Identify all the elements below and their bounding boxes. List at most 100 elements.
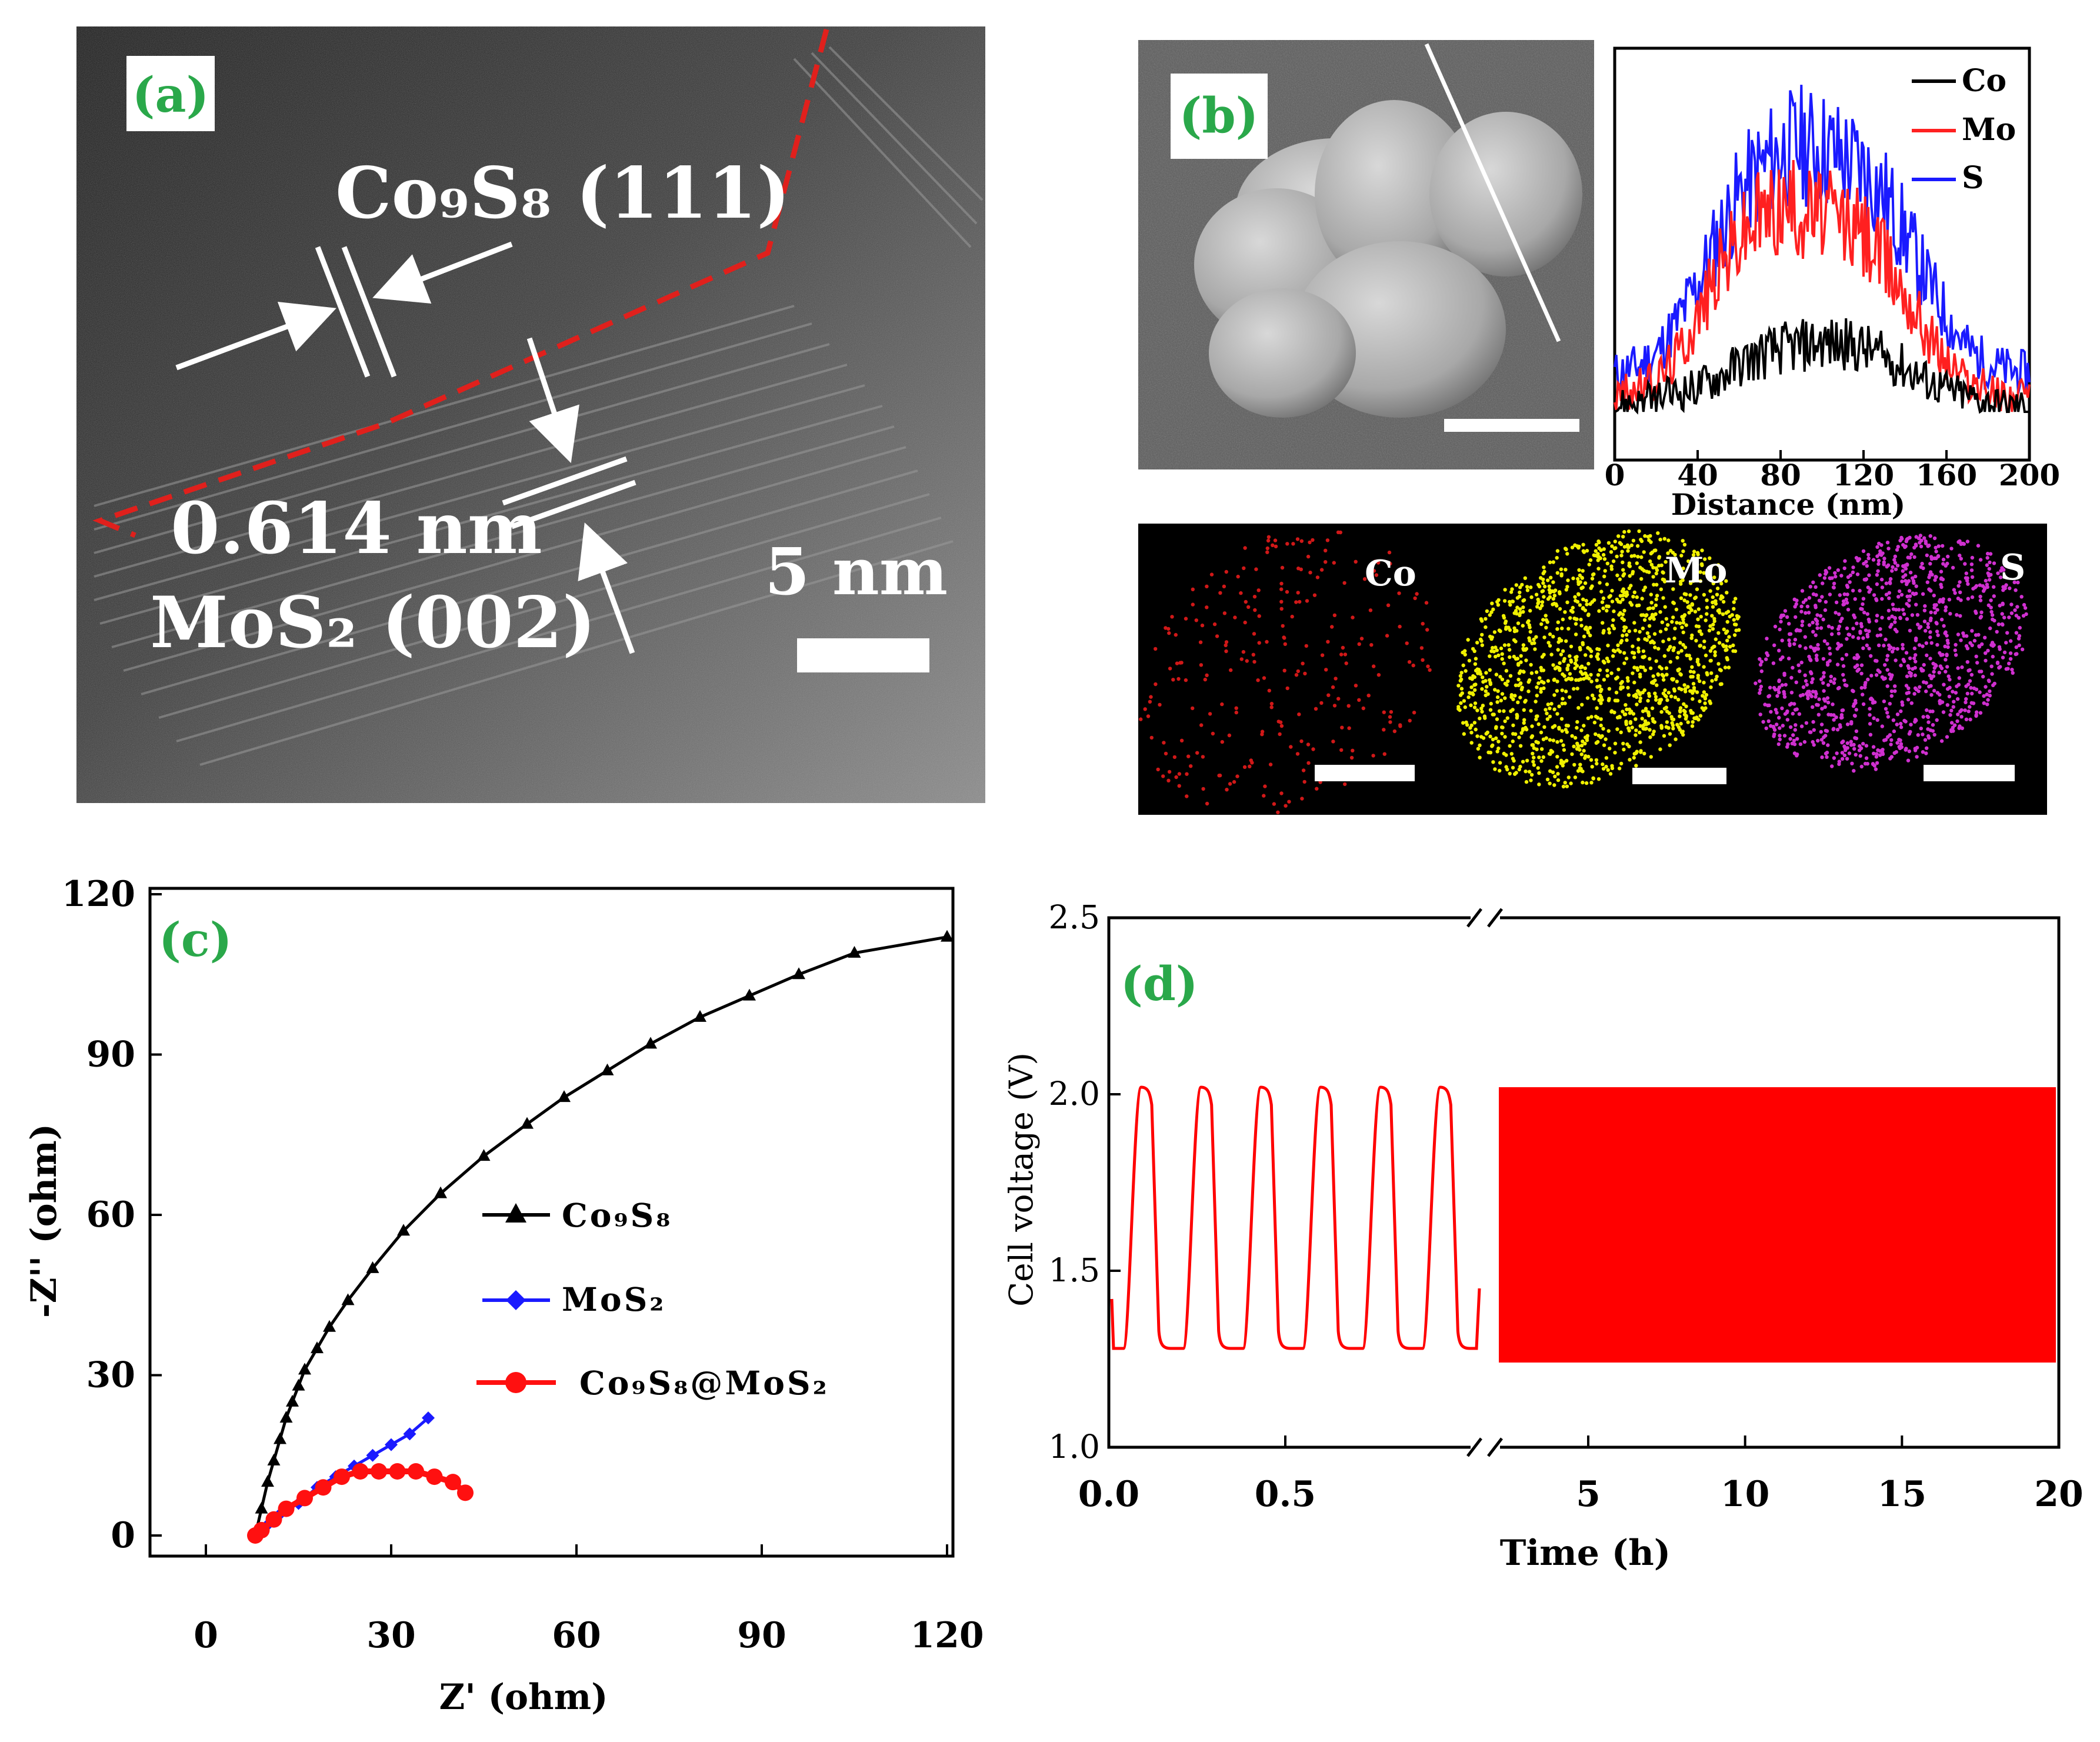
map-dot (1648, 735, 1652, 740)
map-dot (1880, 585, 1885, 589)
map-dot (1936, 544, 1941, 548)
map-dot (1875, 659, 1879, 663)
map-dot (1805, 692, 1809, 696)
map-dot (1521, 760, 1525, 764)
map-dot (1526, 689, 1531, 694)
map-dot (1851, 688, 1855, 693)
map-dot (1493, 688, 1497, 692)
map-dot (1252, 660, 1256, 664)
map-dot (1935, 629, 1939, 634)
map-dot (1549, 652, 1554, 657)
map-dot (1605, 674, 1609, 678)
map-dot (1631, 595, 1635, 599)
map-dot (1940, 700, 1945, 704)
map-dot (1489, 610, 1494, 614)
map-dot (1697, 629, 1702, 634)
map-dot (1851, 588, 1855, 593)
map-dot (1844, 652, 1849, 657)
map-dot (1955, 613, 1959, 617)
map-dot (1698, 679, 1702, 684)
map-dot (1248, 764, 1252, 769)
map-dot (1899, 663, 1903, 668)
map-dot (1924, 629, 1928, 633)
map-dot (1376, 673, 1381, 677)
map-dot (1772, 728, 1777, 732)
map-dot (1725, 656, 1729, 660)
map-dot (1265, 546, 1269, 551)
map-dot (1590, 765, 1594, 769)
map-dot (1776, 688, 1781, 692)
map-dot (1616, 534, 1621, 538)
map-dot (1830, 626, 1834, 630)
map-dot (1949, 547, 1954, 551)
map-dot (1639, 749, 1643, 753)
map-dot (1621, 593, 1625, 598)
map-dot (1632, 755, 1636, 760)
map-dot (1925, 708, 1929, 712)
map-dot (1568, 695, 1572, 700)
map-dot (1530, 743, 1534, 747)
nyquist-xtick-label: 0 (194, 1615, 218, 1656)
map-dot (1914, 636, 1918, 641)
map-dot (1351, 748, 1355, 753)
map-dot (1529, 595, 1534, 599)
map-dot (1518, 607, 1522, 611)
map-dot (1792, 738, 1796, 743)
map-dot (1832, 677, 1836, 681)
map-dot (1649, 592, 1653, 597)
map-dot (1682, 613, 1687, 617)
map-dot (1839, 713, 1844, 717)
map-dot (1952, 588, 1956, 592)
map-dot (1791, 733, 1795, 737)
map-dot (1978, 583, 1982, 587)
map-dot (1828, 659, 1832, 663)
map-dot (1643, 534, 1647, 538)
map-dot (2001, 622, 2005, 627)
map-dot (1191, 706, 1195, 711)
map-dot (1544, 614, 1548, 618)
map-dot (1521, 643, 1526, 647)
map-dot (1654, 603, 1658, 608)
map-dot (1622, 618, 1626, 622)
map-dot (1887, 591, 1891, 595)
map-dot (1708, 624, 1712, 628)
map-dot (1887, 616, 1891, 621)
map-dot (1859, 764, 1864, 769)
map-dot (1693, 567, 1698, 571)
map-dot (1705, 672, 1709, 677)
map-dot (1928, 588, 1932, 592)
map-dot (1674, 607, 1679, 612)
map-dot (1276, 720, 1281, 724)
map-dot (1997, 645, 2002, 649)
map-dot (1618, 715, 1622, 719)
map-dot (1785, 709, 1789, 714)
map-dot (1928, 534, 1932, 538)
map-dot (2023, 606, 2028, 610)
map-dot (1525, 758, 1529, 763)
map-dot (1504, 627, 1508, 631)
map-dot (1872, 764, 1876, 768)
map-dot (2009, 602, 2014, 607)
map-dot (1634, 728, 1638, 732)
map-dot (1907, 749, 1911, 754)
map-dot (1555, 740, 1559, 744)
map-dot (1690, 602, 1695, 607)
map-dot (1620, 680, 1624, 684)
map-dot (1568, 654, 1572, 658)
map-dot (1605, 582, 1609, 587)
map-dot (1908, 656, 1912, 661)
map-dot (1291, 542, 1295, 546)
map-dot (1864, 744, 1869, 748)
map-dot (1576, 577, 1580, 581)
cycling-ytick-label: 1.5 (1049, 1251, 1100, 1289)
map-dot (1948, 678, 1952, 682)
map-dot (2018, 625, 2022, 630)
map-dot (1518, 585, 1522, 589)
map-dot (1561, 764, 1565, 768)
map-dot (1938, 664, 1942, 668)
nyquist-point (385, 1438, 398, 1451)
map-dot (1622, 545, 1627, 549)
map-dot (1564, 588, 1568, 592)
map-dot (1536, 766, 1540, 770)
map-dot (1705, 612, 1709, 616)
